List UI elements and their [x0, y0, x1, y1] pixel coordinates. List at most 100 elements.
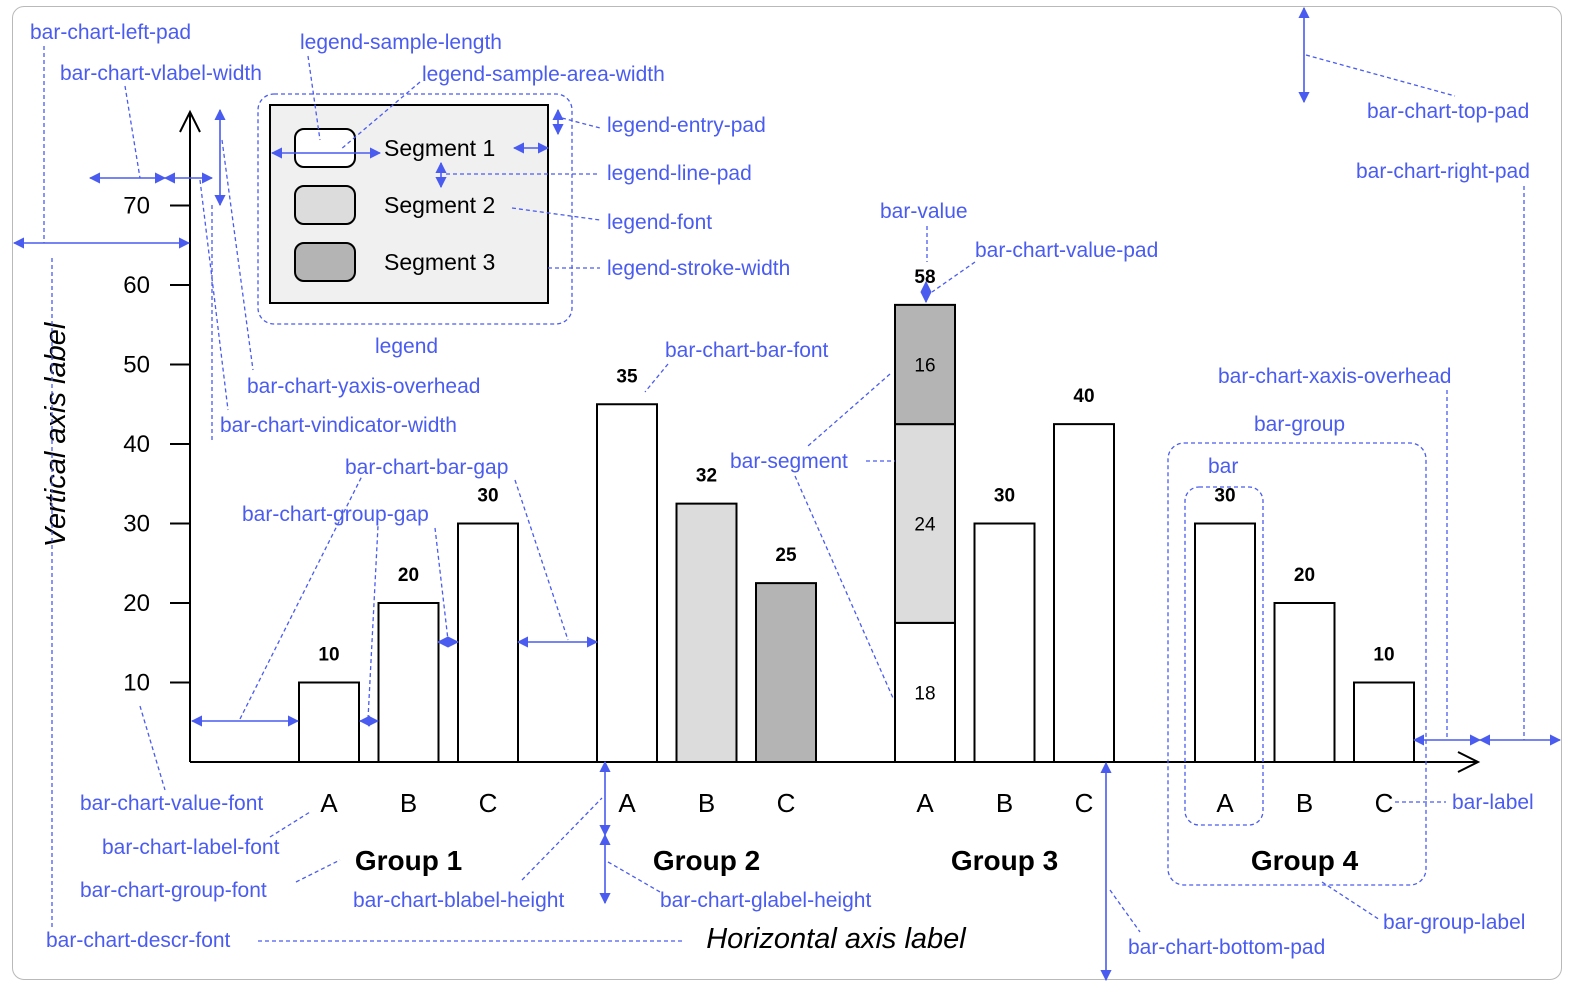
bar-value-label: 32: [696, 466, 717, 487]
annotation-bar-gap: bar-chart-bar-gap: [345, 456, 508, 479]
annotation-bar-segment: bar-segment: [730, 450, 848, 473]
y-tick-label: 30: [123, 511, 150, 538]
segment-value-label: 24: [914, 515, 936, 536]
bar-value-label: 58: [914, 267, 935, 288]
y-tick-label: 10: [123, 670, 150, 697]
bar-segment: [894, 423, 956, 624]
annotation-legend-font: legend-font: [607, 211, 712, 234]
bar-label: B: [698, 788, 715, 818]
bar-label: C: [1375, 788, 1394, 818]
annotation-lines: [12, 6, 1562, 982]
annotation-bar-label: bar-label: [1452, 791, 1534, 814]
y-tick-label: 70: [123, 193, 150, 220]
bar-label: B: [996, 788, 1013, 818]
annotation-bottom-pad: bar-chart-bottom-pad: [1128, 936, 1325, 959]
bar-value-label: 35: [616, 366, 638, 387]
annotation-descr-font: bar-chart-descr-font: [46, 929, 231, 952]
y-tick-label: 60: [123, 272, 150, 299]
annotation-vlabel-width: bar-chart-vlabel-width: [60, 62, 262, 85]
legend-sample-segment-2: [294, 185, 356, 225]
annotation-blabel-height: bar-chart-blabel-height: [353, 889, 564, 912]
bar-value-label: 40: [1073, 386, 1094, 407]
bar-value-label: 30: [994, 486, 1015, 507]
bar-label: A: [916, 788, 934, 818]
annotation-labels: bar-chart-left-pad bar-chart-vlabel-widt…: [30, 21, 1534, 959]
bar-value-label: 30: [477, 486, 498, 507]
bar-outline: [1184, 486, 1264, 826]
bar-segment: [675, 502, 738, 763]
bar-segment: [1194, 522, 1256, 763]
bar-value-label: 25: [775, 545, 797, 566]
x-axis-label: Horizontal axis label: [706, 923, 967, 955]
bar-label: A: [618, 788, 636, 818]
annotation-bar-group: bar-group: [1254, 413, 1345, 436]
bar-label: B: [400, 788, 417, 818]
annotation-group-font: bar-chart-group-font: [80, 879, 267, 902]
annotation-legend-entry-pad: legend-entry-pad: [607, 114, 766, 137]
bar-segment: [1353, 681, 1415, 763]
bar-segment: [973, 522, 1036, 763]
annotation-left-pad: bar-chart-left-pad: [30, 21, 191, 44]
bar-segment: [1273, 602, 1336, 763]
annotation-bar-font: bar-chart-bar-font: [665, 339, 829, 362]
annotation-legend-sample-length: legend-sample-length: [300, 31, 502, 54]
y-tick-label: 40: [123, 431, 150, 458]
annotation-legend: legend: [375, 335, 438, 358]
bar-segment: [894, 621, 956, 763]
annotation-legend-line-pad: legend-line-pad: [607, 162, 752, 185]
y-axis: [179, 109, 201, 762]
group-label: Group 1: [355, 845, 462, 876]
bar-segment: [755, 582, 817, 763]
bar-label: B: [1296, 788, 1313, 818]
annotation-value-pad: bar-chart-value-pad: [975, 239, 1158, 262]
annotation-group-gap: bar-chart-group-gap: [242, 503, 429, 526]
legend-sample-segment-1: [294, 128, 356, 168]
annotation-label-font: bar-chart-label-font: [102, 836, 280, 859]
bar-value-label: 20: [1294, 565, 1315, 586]
annotation-yaxis-overhead: bar-chart-yaxis-overhead: [247, 375, 480, 398]
annotation-xaxis-overhead: bar-chart-xaxis-overhead: [1218, 365, 1451, 388]
bar-value-label: 30: [1214, 486, 1235, 507]
bar-segment: [457, 522, 519, 763]
y-axis-label: Vertical axis label: [40, 321, 72, 547]
bar-label: C: [479, 788, 498, 818]
annotation-vindicator-width: bar-chart-vindicator-width: [220, 414, 457, 437]
bar-value-label: 20: [398, 565, 419, 586]
y-tick-label: 20: [123, 590, 150, 617]
group-label: Group 2: [653, 845, 760, 876]
annotation-bar: bar: [1208, 455, 1238, 478]
legend-entry-segment-2: Segment 2: [384, 192, 495, 218]
y-tick-group: 10 20 30 40 50 60 70: [123, 193, 190, 697]
y-tick-label: 50: [123, 352, 150, 379]
group-label: Group 3: [951, 845, 1058, 876]
annotation-top-pad: bar-chart-top-pad: [1367, 100, 1529, 123]
bar-segment: [1053, 423, 1115, 763]
bar-label: C: [777, 788, 796, 818]
bar-group-outline: [1167, 442, 1427, 886]
bar-segment: [298, 681, 360, 763]
legend: Segment 1 Segment 2 Segment 3: [269, 104, 549, 304]
annotation-legend-stroke-width: legend-stroke-width: [607, 257, 790, 280]
diagram-frame: [12, 6, 1562, 980]
bar-segment: [596, 403, 658, 763]
legend-entry-segment-1: Segment 1: [384, 135, 495, 161]
legend-outline: [257, 93, 573, 325]
bars-layer: 10 A 20 B 30 C Group 1 35 A 32 B 25 C Group 2 18 24 16 58…: [298, 267, 1415, 876]
bar-label: A: [1216, 788, 1234, 818]
bar-segment: [377, 602, 440, 763]
bar-value-label: 10: [1373, 645, 1394, 666]
annotation-legend-sample-area-width: legend-sample-area-width: [422, 63, 665, 86]
bar-value-label: 10: [318, 645, 339, 666]
annotation-glabel-height: bar-chart-glabel-height: [660, 889, 871, 912]
legend-sample-segment-3: [294, 242, 356, 282]
segment-value-label: 18: [914, 683, 935, 704]
annotation-bar-group-label: bar-group-label: [1383, 911, 1525, 934]
bar-label: A: [320, 788, 338, 818]
annotation-bar-value: bar-value: [880, 200, 968, 223]
segment-value-label: 16: [914, 356, 935, 377]
bar-label: C: [1075, 788, 1094, 818]
group-label: Group 4: [1251, 845, 1359, 876]
annotation-right-pad: bar-chart-right-pad: [1356, 160, 1530, 183]
legend-entry-segment-3: Segment 3: [384, 249, 495, 275]
